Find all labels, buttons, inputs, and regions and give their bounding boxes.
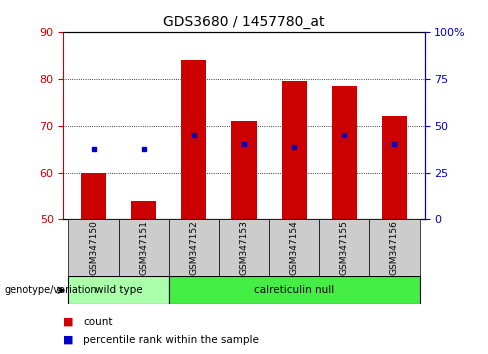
Text: genotype/variation: genotype/variation — [5, 285, 98, 295]
Bar — [369, 219, 420, 276]
Bar — [269, 219, 319, 276]
Text: GSM347155: GSM347155 — [340, 220, 349, 275]
Bar — [68, 219, 119, 276]
Text: ■: ■ — [63, 317, 74, 327]
Text: GSM347152: GSM347152 — [189, 221, 198, 275]
Bar — [81, 173, 106, 219]
Bar — [169, 276, 420, 304]
Text: GSM347153: GSM347153 — [240, 220, 248, 275]
Bar — [119, 219, 169, 276]
Text: GSM347150: GSM347150 — [89, 220, 98, 275]
Text: GSM347151: GSM347151 — [139, 220, 148, 275]
Bar — [282, 81, 306, 219]
Text: GSM347156: GSM347156 — [390, 220, 399, 275]
Bar — [319, 219, 369, 276]
Bar — [68, 276, 169, 304]
Bar — [219, 219, 269, 276]
Bar — [131, 201, 156, 219]
Bar — [169, 219, 219, 276]
Text: ■: ■ — [63, 335, 74, 345]
Text: count: count — [83, 317, 112, 327]
Text: percentile rank within the sample: percentile rank within the sample — [83, 335, 259, 345]
Bar — [382, 116, 407, 219]
Bar — [231, 121, 257, 219]
Bar — [182, 60, 206, 219]
Text: GSM347154: GSM347154 — [290, 221, 299, 275]
Bar — [332, 86, 357, 219]
Text: calreticulin null: calreticulin null — [254, 285, 334, 295]
Title: GDS3680 / 1457780_at: GDS3680 / 1457780_at — [163, 16, 325, 29]
Text: wild type: wild type — [95, 285, 142, 295]
